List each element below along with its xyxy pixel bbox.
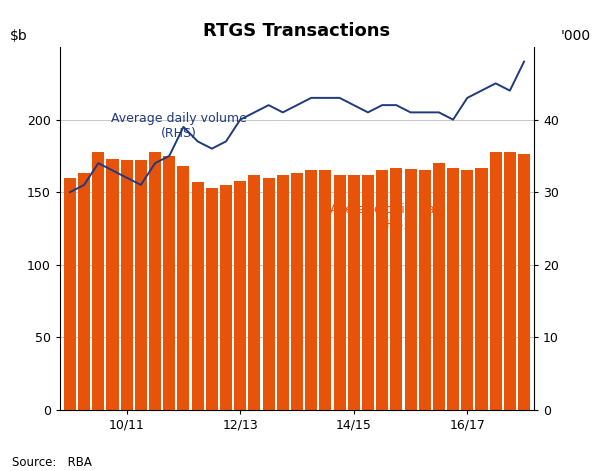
Bar [334,175,346,410]
Bar [348,175,360,410]
Text: Source:   RBA: Source: RBA [12,455,92,469]
Bar [163,156,175,410]
Bar [64,178,76,410]
Bar [391,168,403,410]
Bar [277,175,289,410]
Bar [305,171,317,410]
Text: $b: $b [10,30,28,43]
Bar [178,166,190,410]
Text: Average daily value
(LHS): Average daily value (LHS) [330,203,454,231]
Bar [220,185,232,410]
Bar [433,163,445,410]
Bar [92,152,104,410]
Bar [419,171,431,410]
Bar [504,152,516,410]
Bar [234,180,246,410]
Bar [475,168,488,410]
Bar [447,168,459,410]
Bar [263,178,275,410]
Bar [135,160,147,410]
Bar [149,152,161,410]
Bar [518,154,530,410]
Bar [206,188,218,410]
Text: '000: '000 [561,30,591,43]
Bar [78,173,90,410]
Title: RTGS Transactions: RTGS Transactions [203,22,391,40]
Bar [362,175,374,410]
Bar [376,171,388,410]
Text: Average daily volume
(RHS): Average daily volume (RHS) [110,113,247,140]
Bar [106,159,119,410]
Bar [461,171,473,410]
Bar [319,171,331,410]
Bar [191,182,203,410]
Bar [121,160,133,410]
Bar [248,175,260,410]
Bar [490,152,502,410]
Bar [291,173,303,410]
Bar [404,169,416,410]
